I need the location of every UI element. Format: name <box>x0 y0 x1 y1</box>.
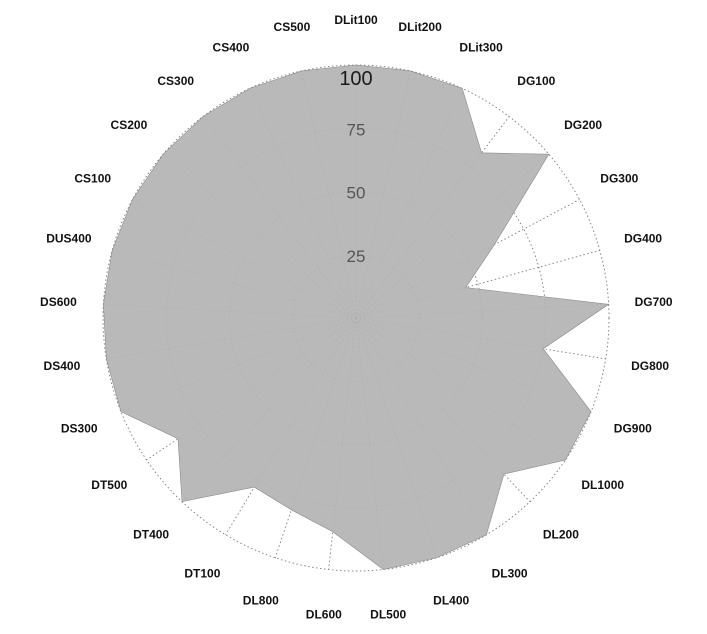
category-label-dg300: DG300 <box>600 171 638 185</box>
grid-ring-100 <box>102 64 610 572</box>
category-label-cs100: CS100 <box>74 171 111 185</box>
category-label-dg800: DG800 <box>631 359 669 373</box>
category-label-cs300: CS300 <box>157 74 194 88</box>
category-label-cs500: CS500 <box>274 20 311 34</box>
category-label-ds400: DS400 <box>44 359 81 373</box>
ring-label-25: 25 <box>347 247 366 266</box>
category-label-dus400: DUS400 <box>46 231 92 245</box>
category-label-dt400: DT400 <box>133 527 169 541</box>
ring-labels: 25 50 75 100 <box>339 68 372 266</box>
category-label-ds600: DS600 <box>40 295 77 309</box>
category-label-dl400: DL400 <box>433 593 469 607</box>
category-label-dg200: DG200 <box>564 118 602 132</box>
category-label-ds300: DS300 <box>61 421 98 435</box>
category-label-cs200: CS200 <box>111 118 148 132</box>
category-label-dl600: DL600 <box>306 607 342 621</box>
category-label-dl200: DL200 <box>543 527 579 541</box>
category-label-dl1000: DL1000 <box>581 478 624 492</box>
category-label-dg900: DG900 <box>614 421 652 435</box>
category-label-cs400: CS400 <box>213 41 250 55</box>
category-label-dlit300: DLit300 <box>459 41 503 55</box>
category-label-dg400: DG400 <box>624 231 662 245</box>
category-label-dlit100: DLit100 <box>334 13 378 27</box>
series-area <box>103 64 610 570</box>
category-label-dl800: DL800 <box>243 593 279 607</box>
category-label-dg700: DG700 <box>635 295 673 309</box>
category-label-dl300: DL300 <box>492 566 528 580</box>
ring-label-50: 50 <box>347 184 366 203</box>
category-label-dlit200: DLit200 <box>398 20 442 34</box>
category-label-dg100: DG100 <box>517 74 555 88</box>
category-label-dl500: DL500 <box>370 607 406 621</box>
ring-label-75: 75 <box>347 120 366 139</box>
ring-label-100: 100 <box>339 68 372 90</box>
category-labels: DLit100 DLit200 DLit300 DG100 DG200 DG300 DG40… <box>40 13 673 621</box>
category-label-dt500: DT500 <box>91 478 127 492</box>
category-label-dt100: DT100 <box>184 566 220 580</box>
